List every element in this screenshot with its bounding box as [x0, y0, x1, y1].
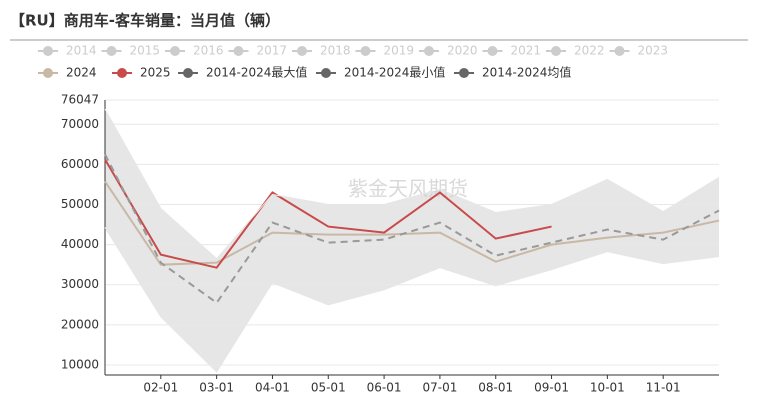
x-tick-label: 07-01: [422, 381, 457, 395]
legend-label: 2021: [511, 44, 542, 58]
legend-label: 2024: [66, 66, 97, 80]
legend-label: 2014-2024均值: [482, 65, 571, 80]
legend-label: 2022: [574, 44, 605, 58]
legend-label: 2019: [384, 44, 415, 58]
legend-icon-dot: [106, 46, 117, 56]
legend-label: 2025: [140, 66, 171, 80]
x-tick-label: 04-01: [255, 381, 290, 395]
legend-label: 2016: [193, 44, 224, 58]
legend-icon-dot: [233, 46, 244, 56]
chart-title: 【RU】商用车-客车销量：当月值（辆）: [10, 12, 280, 30]
legend-icon-dot: [360, 46, 371, 56]
band-edge: [104, 227, 720, 373]
legend-icon-dot: [424, 46, 434, 56]
y-tick-label: 20000: [61, 317, 99, 331]
y-tick-label: 30000: [61, 277, 99, 291]
x-tick-label: 10-01: [590, 381, 625, 395]
legend-icon-dot: [170, 46, 180, 56]
legend-icon-dot: [321, 68, 331, 78]
legend-icon-dot: [183, 68, 193, 78]
legend-icon-dot: [297, 46, 307, 56]
x-tick-label: 02-01: [143, 381, 178, 395]
legend-icon-dot: [43, 68, 53, 78]
x-tick-label: 05-01: [311, 381, 346, 395]
y-tick-label: 10000: [61, 357, 99, 371]
y-tick-label: 50000: [61, 197, 99, 211]
x-tick-label: 06-01: [367, 381, 402, 395]
legend-icon-dot: [487, 46, 498, 56]
legend-icon-dot: [43, 46, 53, 56]
y-tick-label: 40000: [61, 237, 99, 251]
legend-icon-dot: [117, 68, 127, 78]
legend-label: 2014-2024最小值: [344, 65, 445, 80]
watermark: 紫金天风期货: [348, 177, 468, 201]
legend-label: 2020: [447, 44, 478, 58]
legend-label: 2014: [66, 44, 97, 58]
x-tick-label: 11-01: [646, 381, 681, 395]
x-tick-label: 08-01: [478, 381, 513, 395]
legend-icon-dot: [614, 46, 625, 56]
legend-icon-dot: [459, 68, 469, 78]
series-line: [104, 158, 552, 269]
x-tick-label: 03-01: [199, 381, 234, 395]
legend-label: 2018: [320, 44, 351, 58]
legend-icon-dot: [551, 46, 561, 56]
series-line: [104, 180, 720, 266]
y-tick-label: 70000: [61, 117, 99, 131]
x-tick-label: 09-01: [534, 381, 569, 395]
legend-label: 2017: [257, 44, 288, 58]
y-tick-label: 76047: [61, 93, 99, 107]
legend-label: 2015: [130, 44, 161, 58]
legend-label: 2014-2024最大值: [206, 65, 307, 80]
series-line: [104, 153, 720, 305]
legend-label: 2023: [638, 44, 669, 58]
range-band: [105, 109, 719, 372]
y-tick-label: 60000: [61, 157, 99, 171]
band-edge: [104, 108, 720, 260]
